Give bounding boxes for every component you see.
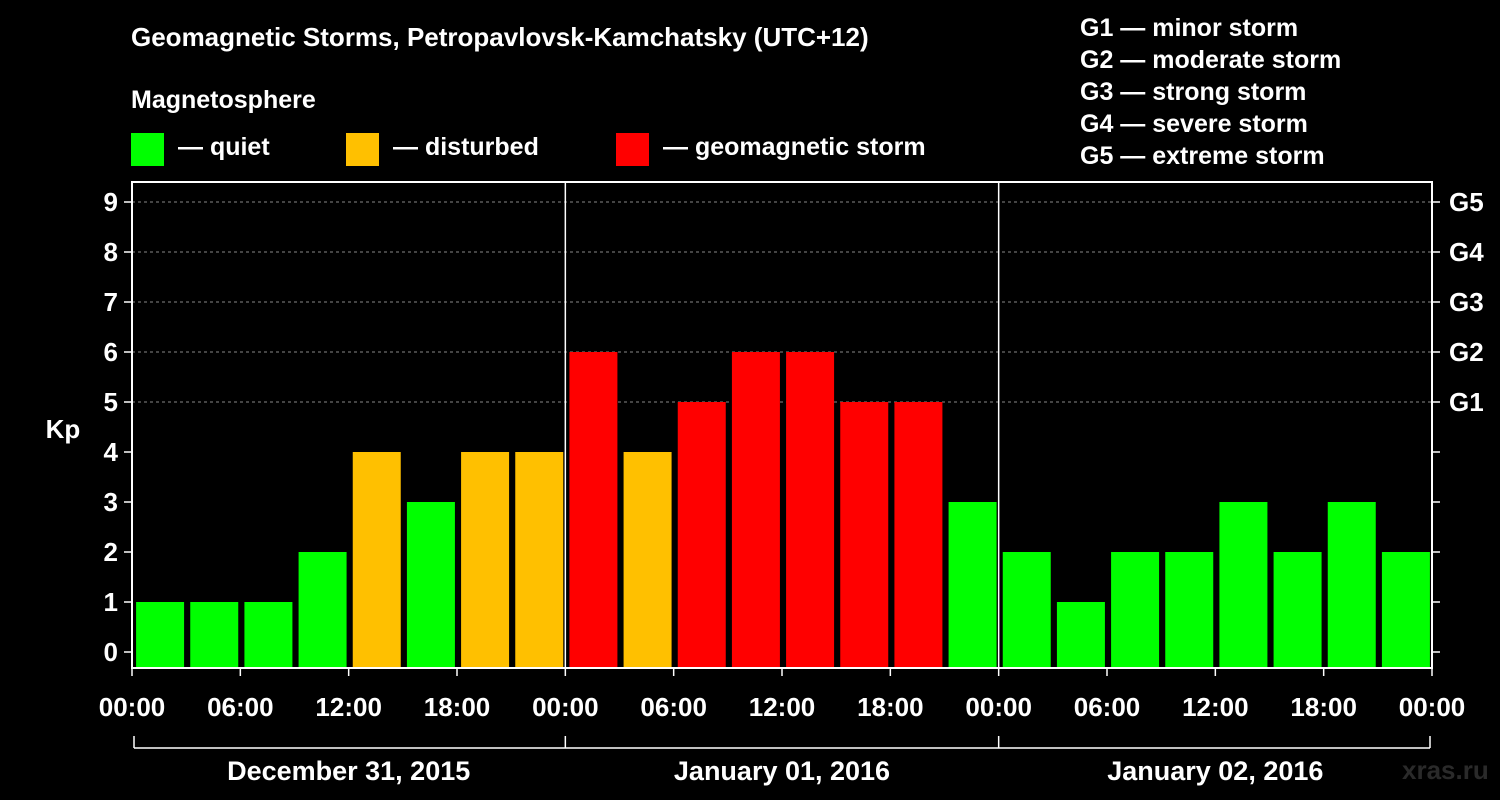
- y-tick-label-8: 8: [104, 237, 118, 267]
- bar-1: [190, 602, 239, 668]
- bar-22: [1327, 502, 1376, 668]
- y-tick-label-2: 2: [104, 537, 118, 567]
- bar-5: [406, 502, 455, 668]
- x-tick-label-2: 12:00: [315, 692, 382, 722]
- bar-21: [1273, 552, 1322, 668]
- g-legend-g3: G3 — strong storm: [1080, 78, 1307, 106]
- x-tick-label-0: 00:00: [99, 692, 166, 722]
- g-legend-g2: G2 — moderate storm: [1080, 46, 1342, 74]
- bar-8: [569, 352, 618, 668]
- x-tick-label-4: 00:00: [532, 692, 599, 722]
- right-label-g3: G3: [1449, 287, 1484, 317]
- g-legend-g4: G4 — severe storm: [1080, 110, 1308, 138]
- x-tick-label-9: 06:00: [1074, 692, 1141, 722]
- legend-storm-label: — geomagnetic storm: [663, 133, 926, 161]
- day-label-1: January 01, 2016: [674, 756, 890, 786]
- bar-19: [1165, 552, 1214, 668]
- bar-7: [515, 452, 564, 668]
- right-label-g2: G2: [1449, 337, 1484, 367]
- g-legend-g1: G1 — minor storm: [1080, 14, 1299, 42]
- legend-disturbed-label: — disturbed: [393, 133, 539, 161]
- watermark: xras.ru: [1402, 755, 1489, 785]
- x-tick-label-10: 12:00: [1182, 692, 1249, 722]
- y-tick-label-6: 6: [104, 337, 118, 367]
- bar-11: [731, 352, 780, 668]
- g-legend-g5: G5 — extreme storm: [1080, 142, 1325, 170]
- bar-9: [623, 452, 672, 668]
- y-tick-label-4: 4: [104, 437, 119, 467]
- x-tick-label-5: 06:00: [640, 692, 707, 722]
- right-label-g4: G4: [1449, 237, 1484, 267]
- x-tick-label-6: 12:00: [749, 692, 816, 722]
- chart-title: Geomagnetic Storms, Petropavlovsk-Kamcha…: [131, 22, 869, 52]
- bar-20: [1219, 502, 1268, 668]
- y-tick-label-9: 9: [104, 187, 118, 217]
- legend-quiet-swatch: [131, 133, 164, 166]
- x-tick-label-8: 00:00: [965, 692, 1032, 722]
- bar-2: [244, 602, 293, 668]
- bar-0: [136, 602, 185, 668]
- y-axis-label: Kp: [46, 414, 81, 444]
- legend-quiet-label: — quiet: [178, 133, 270, 161]
- bar-15: [948, 502, 997, 668]
- y-tick-label-7: 7: [104, 287, 118, 317]
- bar-3: [298, 552, 347, 668]
- bar-16: [1002, 552, 1051, 668]
- magnetosphere-label: Magnetosphere: [131, 86, 316, 114]
- x-tick-label-7: 18:00: [857, 692, 924, 722]
- y-tick-label-1: 1: [104, 587, 118, 617]
- x-tick-label-1: 06:00: [207, 692, 274, 722]
- bar-6: [461, 452, 510, 668]
- bar-14: [894, 402, 943, 668]
- x-tick-label-12: 00:00: [1399, 692, 1466, 722]
- x-tick-label-11: 18:00: [1290, 692, 1357, 722]
- bar-10: [677, 402, 726, 668]
- legend-storm-swatch: [616, 133, 649, 166]
- y-tick-label-5: 5: [104, 387, 118, 417]
- x-tick-label-3: 18:00: [424, 692, 491, 722]
- day-label-2: January 02, 2016: [1107, 756, 1323, 786]
- legend-disturbed-swatch: [346, 133, 379, 166]
- right-label-g5: G5: [1449, 187, 1484, 217]
- right-label-g1: G1: [1449, 387, 1484, 417]
- bar-4: [352, 452, 401, 668]
- y-tick-label-0: 0: [104, 637, 118, 667]
- bar-17: [1056, 602, 1105, 668]
- bar-13: [840, 402, 889, 668]
- bar-12: [786, 352, 835, 668]
- day-label-0: December 31, 2015: [227, 756, 470, 786]
- bar-23: [1381, 552, 1430, 668]
- bar-18: [1111, 552, 1160, 668]
- y-tick-label-3: 3: [104, 487, 118, 517]
